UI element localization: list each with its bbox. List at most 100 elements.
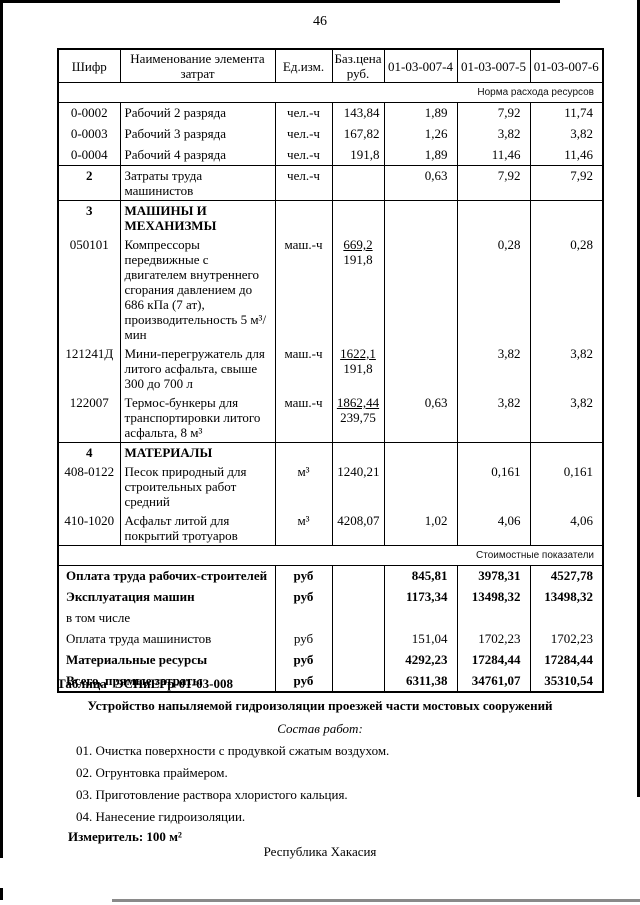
table-row: 0-0003 Рабочий 3 разряда чел.-ч 167,82 1… bbox=[57, 123, 604, 145]
section-code: 3 bbox=[57, 200, 121, 235]
row-value-6: 7,92 bbox=[529, 165, 604, 201]
scan-edge-left bbox=[0, 0, 3, 858]
row-unit: маш.-ч bbox=[274, 393, 333, 443]
row-value-6: 0,161 bbox=[529, 462, 604, 511]
table-row: 050101 Компрессоры передвижные с двигате… bbox=[57, 235, 604, 344]
row-unit: м³ bbox=[274, 462, 333, 511]
table-row: 121241Д Мини-перегружатель для литого ас… bbox=[57, 344, 604, 393]
table-row: 0-0002 Рабочий 2 разряда чел.-ч 143,84 1… bbox=[57, 102, 604, 124]
section-row-machines: 3 МАШИНЫ И МЕХАНИЗМЫ bbox=[57, 200, 604, 235]
row-value-4: 1,89 bbox=[383, 144, 458, 166]
meter-label: Измеритель: 100 м² bbox=[68, 829, 182, 844]
cost-label: Оплата труда машинистов bbox=[57, 628, 276, 650]
cost-label: Оплата труда рабочих-строителей bbox=[57, 565, 276, 587]
work-item: 02. Огрунтовка праймером. bbox=[76, 765, 228, 780]
row-price: 191,8 bbox=[331, 144, 385, 166]
row-name: Рабочий 4 разряда bbox=[119, 144, 276, 166]
table-row: 410-1020 Асфальт литой для покрытий трот… bbox=[57, 511, 604, 546]
empty-cell bbox=[274, 442, 333, 462]
cost-value-5: 17284,44 bbox=[456, 649, 531, 671]
cost-unit: руб bbox=[274, 586, 333, 608]
row-code: 122007 bbox=[57, 393, 121, 443]
scan-edge-right bbox=[637, 0, 640, 797]
empty-cell bbox=[274, 200, 333, 235]
row-code: 0-0003 bbox=[57, 123, 121, 145]
row-code: 408-0122 bbox=[57, 462, 121, 511]
row-value-6: 4,06 bbox=[529, 511, 604, 546]
cost-row: Эксплуатация машин руб 1173,34 13498,32 … bbox=[57, 586, 604, 608]
cost-value-5: 13498,32 bbox=[456, 586, 531, 608]
norm-banner: Норма расхода ресурсов bbox=[58, 82, 603, 103]
row-value-4 bbox=[383, 344, 458, 393]
table-row: 0-0004 Рабочий 4 разряда чел.-ч 191,8 1,… bbox=[57, 144, 604, 166]
header-cell-01-03-007-4: 01-03-007-4 bbox=[383, 49, 458, 83]
row-value-4: 0,63 bbox=[383, 393, 458, 443]
table-header-row: Шифр Наименование элемента затрат Ед.изм… bbox=[57, 49, 604, 83]
cost-row: Оплата труда машинистов руб 151,04 1702,… bbox=[57, 628, 604, 650]
scan-edge-left-mark bbox=[0, 888, 3, 900]
row-price-fraction: 669,2 191,8 bbox=[331, 235, 385, 344]
cost-unit: руб bbox=[274, 565, 333, 587]
table-code: ЭСНиЕРр-01-03-008 bbox=[114, 676, 233, 691]
empty-cell bbox=[331, 565, 385, 587]
cost-value-4: 845,81 bbox=[383, 565, 458, 587]
cost-value-4: 151,04 bbox=[383, 628, 458, 650]
row-value-5: 11,46 bbox=[456, 144, 531, 166]
table-row: 408-0122 Песок природный для строительны… bbox=[57, 462, 604, 511]
header-cell-01-03-007-5: 01-03-007-5 bbox=[456, 49, 531, 83]
header-cell-name: Наименование элемента затрат bbox=[119, 49, 276, 83]
row-price-fraction: 1862,44 239,75 bbox=[331, 393, 385, 443]
row-value-4: 0,63 bbox=[383, 165, 458, 201]
price-numerator: 1622,1 bbox=[340, 346, 376, 361]
row-value-5: 3,82 bbox=[456, 123, 531, 145]
row-unit: маш.-ч bbox=[274, 235, 333, 344]
cost-value-6: 13498,32 bbox=[529, 586, 604, 608]
empty-cell bbox=[529, 442, 604, 462]
next-table-label: Таблица ЭСНиЕРр-01-03-008 bbox=[57, 676, 640, 692]
cost-value-6: 17284,44 bbox=[529, 649, 604, 671]
cost-label: Эксплуатация машин bbox=[57, 586, 276, 608]
row-value-4: 1,89 bbox=[383, 102, 458, 124]
section-row-materials: 4 МАТЕРИАЛЫ bbox=[57, 442, 604, 462]
row-name: Компрессоры передвижные с двигателем вну… bbox=[119, 235, 276, 344]
empty-cell bbox=[331, 200, 385, 235]
header-cell-01-03-007-6: 01-03-007-6 bbox=[529, 49, 604, 83]
price-numerator: 669,2 bbox=[343, 237, 373, 252]
row-value-5: 7,92 bbox=[456, 102, 531, 124]
next-table-title: Устройство напыляемой гидроизоляции прое… bbox=[87, 698, 553, 713]
cost-unit bbox=[274, 607, 333, 629]
row-value-4 bbox=[383, 462, 458, 511]
cost-value-6: 1702,23 bbox=[529, 628, 604, 650]
row-code: 0-0002 bbox=[57, 102, 121, 124]
empty-cell bbox=[331, 628, 385, 650]
row-code: 0-0004 bbox=[57, 144, 121, 166]
row-value-5: 3,82 bbox=[456, 344, 531, 393]
section-code: 4 bbox=[57, 442, 121, 462]
cost-label: Материальные ресурсы bbox=[57, 649, 276, 671]
cost-row: в том числе bbox=[57, 607, 604, 629]
row-unit: чел.-ч bbox=[274, 165, 333, 201]
cost-value-5 bbox=[456, 607, 531, 629]
scan-edge-top bbox=[0, 0, 560, 3]
row-code: 2 bbox=[57, 165, 121, 201]
row-value-5: 0,28 bbox=[456, 235, 531, 344]
row-value-6: 0,28 bbox=[529, 235, 604, 344]
row-value-6: 11,46 bbox=[529, 144, 604, 166]
cost-unit: руб bbox=[274, 628, 333, 650]
price-denominator: 191,8 bbox=[343, 252, 373, 267]
row-name: Мини-перегружатель для литого асфальта, … bbox=[119, 344, 276, 393]
empty-cell bbox=[383, 442, 458, 462]
empty-cell bbox=[456, 442, 531, 462]
cost-label: Всего, прямые затраты bbox=[57, 670, 276, 692]
empty-cell bbox=[383, 200, 458, 235]
row-value-5: 7,92 bbox=[456, 165, 531, 201]
next-table-intro: Таблица ЭСНиЕРр-01-03-008 Устройство напы… bbox=[0, 676, 640, 845]
row-name: Песок природный для строительных работ с… bbox=[119, 462, 276, 511]
empty-cell bbox=[331, 607, 385, 629]
row-value-6: 3,82 bbox=[529, 393, 604, 443]
row-unit: чел.-ч bbox=[274, 123, 333, 145]
header-cell-code: Шифр bbox=[57, 49, 121, 83]
row-value-4 bbox=[383, 235, 458, 344]
row-value-5: 4,06 bbox=[456, 511, 531, 546]
work-item: 04. Нанесение гидроизоляции. bbox=[76, 809, 246, 824]
